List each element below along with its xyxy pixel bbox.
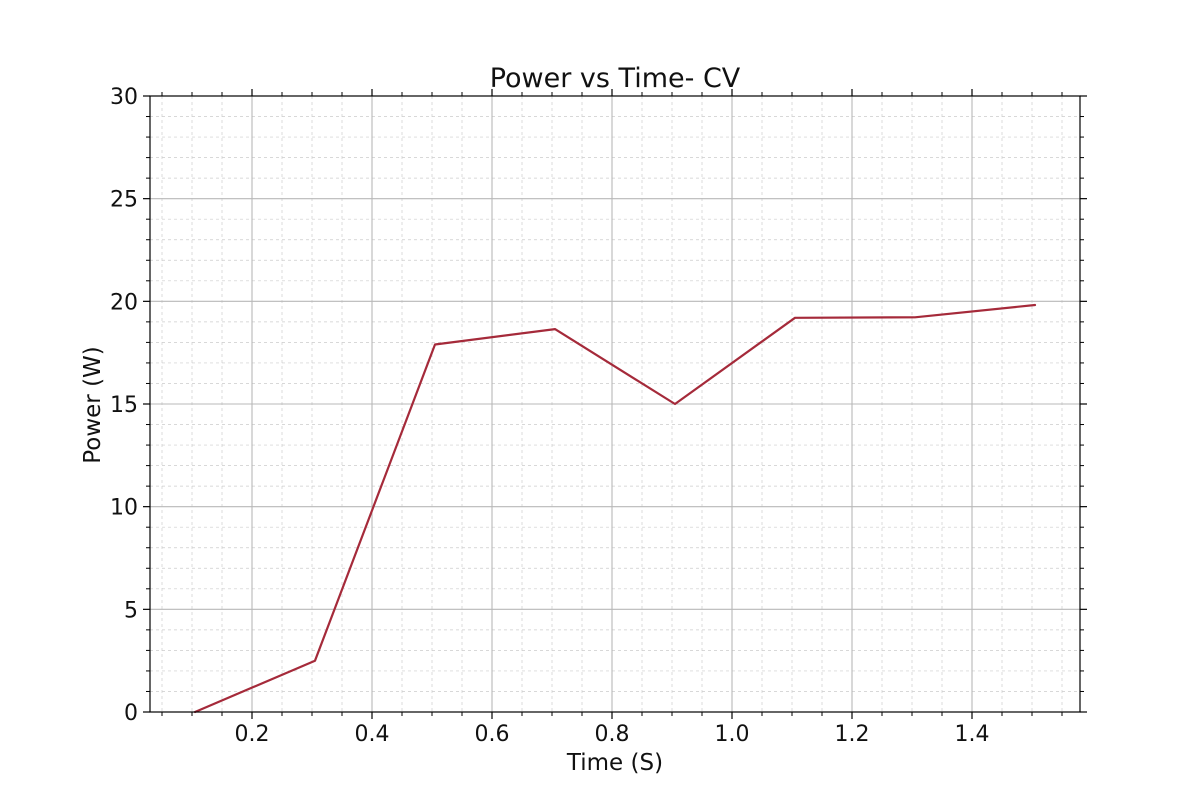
- x-tick-label: 0.2: [235, 722, 270, 747]
- x-tick-label: 0.6: [475, 722, 510, 747]
- series-layer: [193, 303, 1037, 714]
- x-axis-label: Time (S): [566, 750, 663, 776]
- y-tick-label: 5: [124, 598, 138, 623]
- series-line-power: [193, 303, 1037, 714]
- y-tick-label: 15: [110, 393, 138, 418]
- y-tick-label: 10: [110, 496, 138, 521]
- ticks: [143, 89, 1087, 719]
- y-tick-label: 0: [124, 701, 138, 726]
- x-tick-label: 1.0: [715, 722, 750, 747]
- y-tick-label: 30: [110, 85, 138, 110]
- tick-labels: 0.2 0.4 0.6 0.8 1.0 1.2 1.4 0 5 10 15 20 25 30: [110, 85, 990, 747]
- y-tick-label: 20: [110, 290, 138, 315]
- y-axis-label: Power (W): [80, 346, 106, 464]
- y-tick-label: 25: [110, 188, 138, 213]
- x-tick-label: 0.8: [595, 722, 630, 747]
- x-tick-label: 0.4: [355, 722, 390, 747]
- x-tick-label: 1.2: [835, 722, 870, 747]
- x-tick-label: 1.4: [955, 722, 990, 747]
- chart-title: Power vs Time- CV: [490, 63, 741, 94]
